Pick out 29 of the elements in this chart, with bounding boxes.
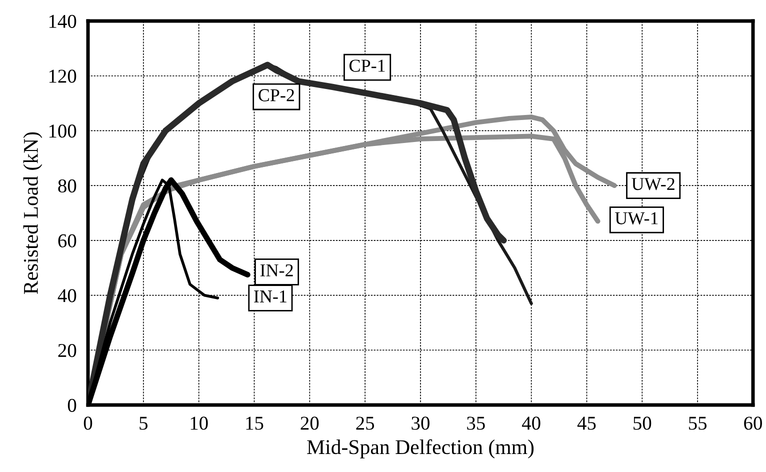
y-tick-label: 60 bbox=[58, 234, 76, 248]
x-tick-label: 50 bbox=[634, 416, 652, 430]
annotation: IN-1 bbox=[254, 290, 286, 302]
x-tick-label: 35 bbox=[467, 416, 485, 430]
annotation: UW-1 bbox=[615, 212, 658, 224]
x-tick-label: 60 bbox=[744, 416, 762, 430]
x-tick-label: 5 bbox=[140, 416, 148, 430]
x-tick-label: 30 bbox=[412, 416, 430, 430]
x-tick-label: 45 bbox=[577, 416, 596, 430]
annotation: UW-2 bbox=[632, 178, 674, 190]
annotation: IN-2 bbox=[260, 264, 293, 276]
y-tick-label: 80 bbox=[58, 179, 76, 193]
y-axis-title: Resisted Load (kN) bbox=[23, 132, 42, 294]
x-tick-label: 25 bbox=[356, 416, 374, 430]
x-tick-label: 55 bbox=[688, 416, 707, 430]
x-tick-label: 10 bbox=[190, 416, 208, 430]
x-axis-title: Mid-Span Delfection (mm) bbox=[307, 439, 534, 458]
y-tick-label: 40 bbox=[58, 289, 76, 302]
annotation: CP-2 bbox=[258, 89, 294, 102]
annotation: CP-1 bbox=[349, 60, 385, 72]
x-tick-label: 40 bbox=[522, 416, 540, 430]
y-tick-label: 120 bbox=[49, 70, 76, 83]
y-tick-label: 0 bbox=[68, 398, 76, 412]
y-tick-label: 20 bbox=[58, 344, 76, 358]
x-tick-label: 20 bbox=[300, 416, 319, 430]
y-tick-label: 140 bbox=[49, 14, 76, 28]
y-tick-label: 100 bbox=[49, 124, 76, 138]
x-tick-label: 15 bbox=[246, 416, 264, 430]
x-tick-label: 0 bbox=[84, 416, 92, 430]
